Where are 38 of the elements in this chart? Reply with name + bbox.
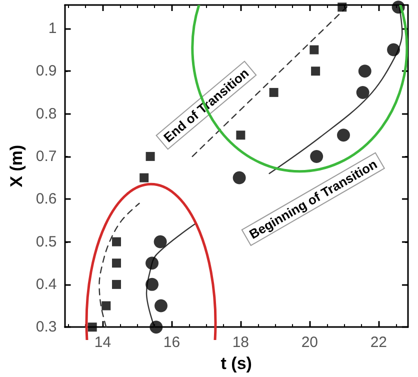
x-tick-label: 20 (301, 334, 318, 352)
point (269, 88, 278, 97)
y-tick-label: 0.6 (36, 190, 57, 208)
point (310, 150, 324, 163)
point (146, 152, 155, 161)
x-axis-title: t (s) (220, 354, 252, 373)
point (232, 171, 246, 184)
point (146, 256, 159, 270)
point (337, 128, 350, 142)
y-tick-label: 0.3 (36, 318, 57, 336)
point (310, 45, 319, 54)
point (112, 258, 121, 268)
y-tick-label: 0.5 (36, 233, 57, 250)
point (338, 2, 347, 12)
point (154, 299, 168, 312)
y-tick-label: 0.7 (36, 148, 57, 165)
point (358, 64, 372, 78)
point (387, 43, 400, 56)
point (236, 130, 246, 140)
y-tick-label: 0.8 (36, 105, 57, 122)
y-tick-label: 1 (48, 20, 57, 37)
point (140, 173, 149, 182)
point (356, 86, 370, 99)
point (88, 322, 97, 332)
point (311, 66, 320, 76)
y-tick-label: 0.9 (36, 62, 57, 80)
point (154, 235, 167, 248)
point (112, 280, 121, 289)
point (102, 301, 111, 310)
x-tick-label: 16 (163, 334, 180, 352)
x-tick-label: 18 (232, 334, 250, 352)
y-tick-label: 0.4 (36, 276, 57, 293)
x-tick-label: 22 (370, 334, 388, 352)
x-tick-label: 14 (94, 334, 112, 352)
point (112, 237, 121, 246)
point (146, 278, 159, 291)
point (150, 320, 163, 334)
y-axis-title: X (m) (7, 144, 26, 188)
